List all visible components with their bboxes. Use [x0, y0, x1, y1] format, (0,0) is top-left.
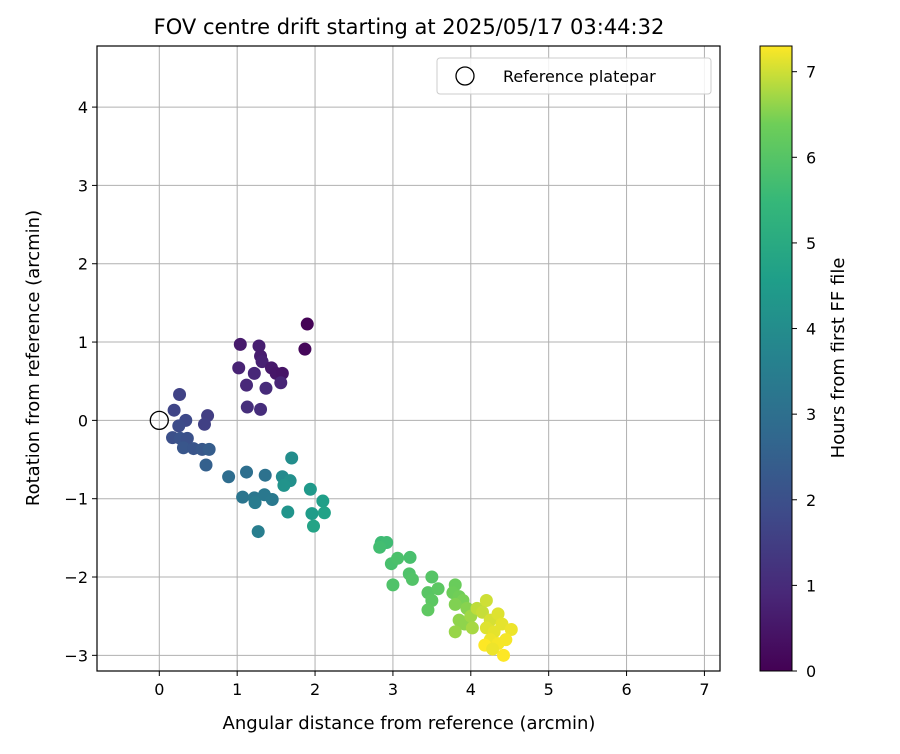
data-point [405, 572, 419, 586]
y-tick-label: −3 [64, 646, 88, 665]
data-point [199, 458, 213, 472]
x-tick-label: 1 [232, 680, 242, 699]
y-tick-label: 0 [78, 411, 88, 430]
data-point [497, 648, 511, 662]
x-axis-label: Angular distance from reference (arcmin) [223, 713, 596, 734]
data-points [166, 317, 518, 662]
plot-frame [96, 45, 721, 672]
y-tick-label: 3 [78, 176, 88, 195]
data-point [425, 570, 439, 584]
x-tick-label: 7 [699, 680, 709, 699]
data-point [391, 551, 405, 565]
data-point [277, 478, 291, 492]
colorbar-tick-label: 3 [806, 405, 816, 424]
data-point [421, 603, 435, 617]
data-point [252, 339, 266, 353]
data-point [248, 496, 262, 510]
colorbar-tick-label: 7 [806, 63, 816, 82]
data-point [274, 376, 288, 390]
data-point [491, 607, 505, 621]
legend-reference-marker [455, 66, 475, 86]
data-point [486, 642, 500, 656]
data-point [300, 317, 314, 331]
data-point [232, 361, 246, 375]
data-point [499, 633, 513, 647]
data-point [479, 594, 493, 608]
colorbar-tick-label: 2 [806, 491, 816, 510]
data-point [305, 507, 319, 521]
colorbar-tick-label: 0 [806, 662, 816, 681]
colorbar-gradient [759, 45, 793, 672]
data-point [303, 482, 317, 496]
y-tick-label: −1 [64, 490, 88, 509]
y-tick-label: −2 [64, 568, 88, 587]
data-point [465, 621, 479, 635]
y-tick-label: 4 [78, 98, 88, 117]
colorbar-tick-label: 6 [806, 148, 816, 167]
data-point [236, 490, 250, 504]
colorbar-tick-label: 1 [806, 576, 816, 595]
y-axis-ticks: −3 −2 −1 0 1 2 3 4 [64, 98, 97, 665]
data-point [259, 381, 273, 395]
data-point [172, 419, 186, 433]
data-point [251, 525, 265, 539]
data-point [448, 625, 462, 639]
data-point [167, 403, 181, 417]
colorbar-tick-label: 5 [806, 234, 816, 253]
data-point [298, 342, 312, 356]
colorbar-ticks: 0 1 2 3 4 5 6 7 [792, 63, 816, 681]
data-point [431, 582, 445, 596]
legend: Reference platepar [436, 57, 712, 95]
data-point [386, 578, 400, 592]
y-axis-label: Rotation from reference (arcmin) [23, 210, 44, 506]
data-point [202, 442, 216, 456]
data-point [233, 337, 247, 351]
data-point [240, 378, 254, 392]
data-point [504, 622, 518, 636]
x-tick-label: 0 [154, 680, 164, 699]
data-point [448, 597, 462, 611]
y-tick-label: 1 [78, 333, 88, 352]
data-point [258, 468, 272, 482]
data-point [281, 505, 295, 519]
data-point [265, 492, 279, 506]
data-point [240, 465, 254, 479]
data-point [403, 550, 417, 564]
y-tick-label: 2 [78, 255, 88, 274]
data-point [285, 451, 299, 465]
legend-box [436, 57, 712, 95]
data-point [240, 400, 254, 414]
data-point [254, 402, 268, 416]
x-tick-label: 6 [621, 680, 631, 699]
colorbar-label: Hours from first FF file [828, 258, 849, 459]
legend-label-reference-platepar: Reference platepar [503, 67, 656, 86]
x-tick-label: 2 [310, 680, 320, 699]
chart-title: FOV centre drift starting at 2025/05/17 … [154, 15, 665, 39]
data-point [373, 540, 387, 554]
x-tick-label: 4 [466, 680, 476, 699]
colorbar: 0 1 2 3 4 5 6 7 Hours from first FF file [759, 45, 849, 681]
data-point [197, 417, 211, 431]
data-point [247, 366, 261, 380]
data-point [176, 441, 190, 455]
colorbar-tick-label: 4 [806, 320, 816, 339]
data-point [255, 355, 269, 369]
x-tick-label: 3 [388, 680, 398, 699]
reference-platepar-marker [149, 410, 169, 431]
data-point [316, 494, 330, 508]
x-axis-ticks: 0 1 2 3 4 5 6 7 [154, 671, 710, 699]
data-point [317, 506, 331, 520]
data-point [222, 470, 236, 484]
data-point [306, 519, 320, 533]
x-tick-label: 5 [544, 680, 554, 699]
data-point [173, 388, 187, 402]
